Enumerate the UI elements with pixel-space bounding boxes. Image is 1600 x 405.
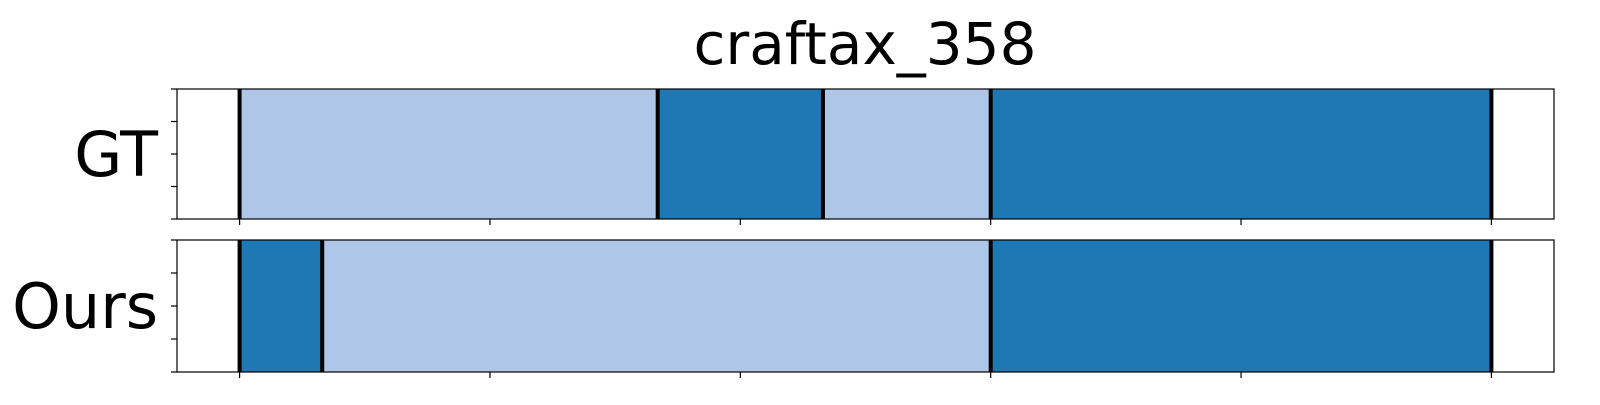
segment-bar-ours-0 bbox=[239, 240, 323, 372]
segment-bar-gt-1 bbox=[657, 89, 823, 219]
rows-layer: GT Ours bbox=[12, 88, 1555, 378]
segment-bar-ours-1 bbox=[322, 240, 991, 372]
row-gt: GT bbox=[74, 88, 1555, 225]
segment-bar-ours-2 bbox=[990, 240, 1492, 372]
row-label-ours: Ours bbox=[12, 270, 158, 343]
segment-bar-gt-3 bbox=[990, 89, 1492, 219]
chart-title: craftax_358 bbox=[694, 10, 1037, 78]
row-ours: Ours bbox=[12, 239, 1555, 378]
row-label-gt: GT bbox=[74, 118, 159, 191]
segment-bar-gt-0 bbox=[239, 89, 658, 219]
segment-bar-gt-2 bbox=[822, 89, 991, 219]
